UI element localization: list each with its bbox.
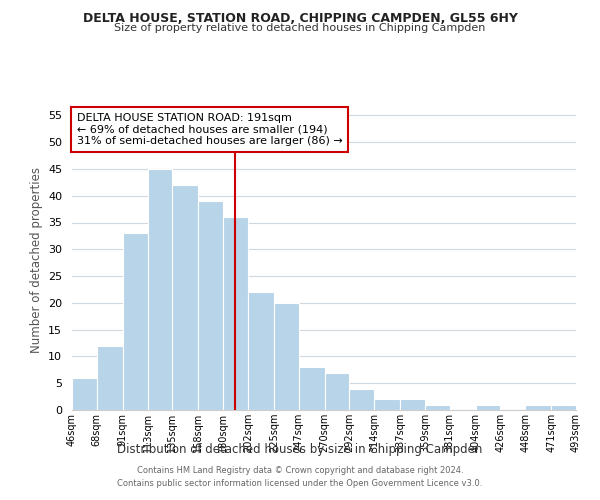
Bar: [248, 292, 274, 410]
Bar: [198, 201, 223, 410]
Text: Size of property relative to detached houses in Chipping Campden: Size of property relative to detached ho…: [115, 23, 485, 33]
Bar: [349, 388, 374, 410]
Bar: [72, 378, 97, 410]
Bar: [123, 233, 148, 410]
Bar: [400, 400, 425, 410]
Bar: [374, 400, 400, 410]
Text: DELTA HOUSE STATION ROAD: 191sqm
← 69% of detached houses are smaller (194)
31% : DELTA HOUSE STATION ROAD: 191sqm ← 69% o…: [77, 113, 343, 146]
Bar: [425, 404, 450, 410]
Bar: [223, 217, 248, 410]
Bar: [551, 404, 576, 410]
Bar: [525, 404, 551, 410]
Text: Distribution of detached houses by size in Chipping Campden: Distribution of detached houses by size …: [118, 442, 482, 456]
Text: Contains HM Land Registry data © Crown copyright and database right 2024.
Contai: Contains HM Land Registry data © Crown c…: [118, 466, 482, 487]
Bar: [274, 303, 299, 410]
Bar: [476, 404, 500, 410]
Bar: [148, 169, 172, 410]
Bar: [299, 367, 325, 410]
Bar: [172, 185, 198, 410]
Y-axis label: Number of detached properties: Number of detached properties: [29, 167, 43, 353]
Bar: [325, 372, 349, 410]
Bar: [97, 346, 123, 410]
Text: DELTA HOUSE, STATION ROAD, CHIPPING CAMPDEN, GL55 6HY: DELTA HOUSE, STATION ROAD, CHIPPING CAMP…: [83, 12, 517, 26]
